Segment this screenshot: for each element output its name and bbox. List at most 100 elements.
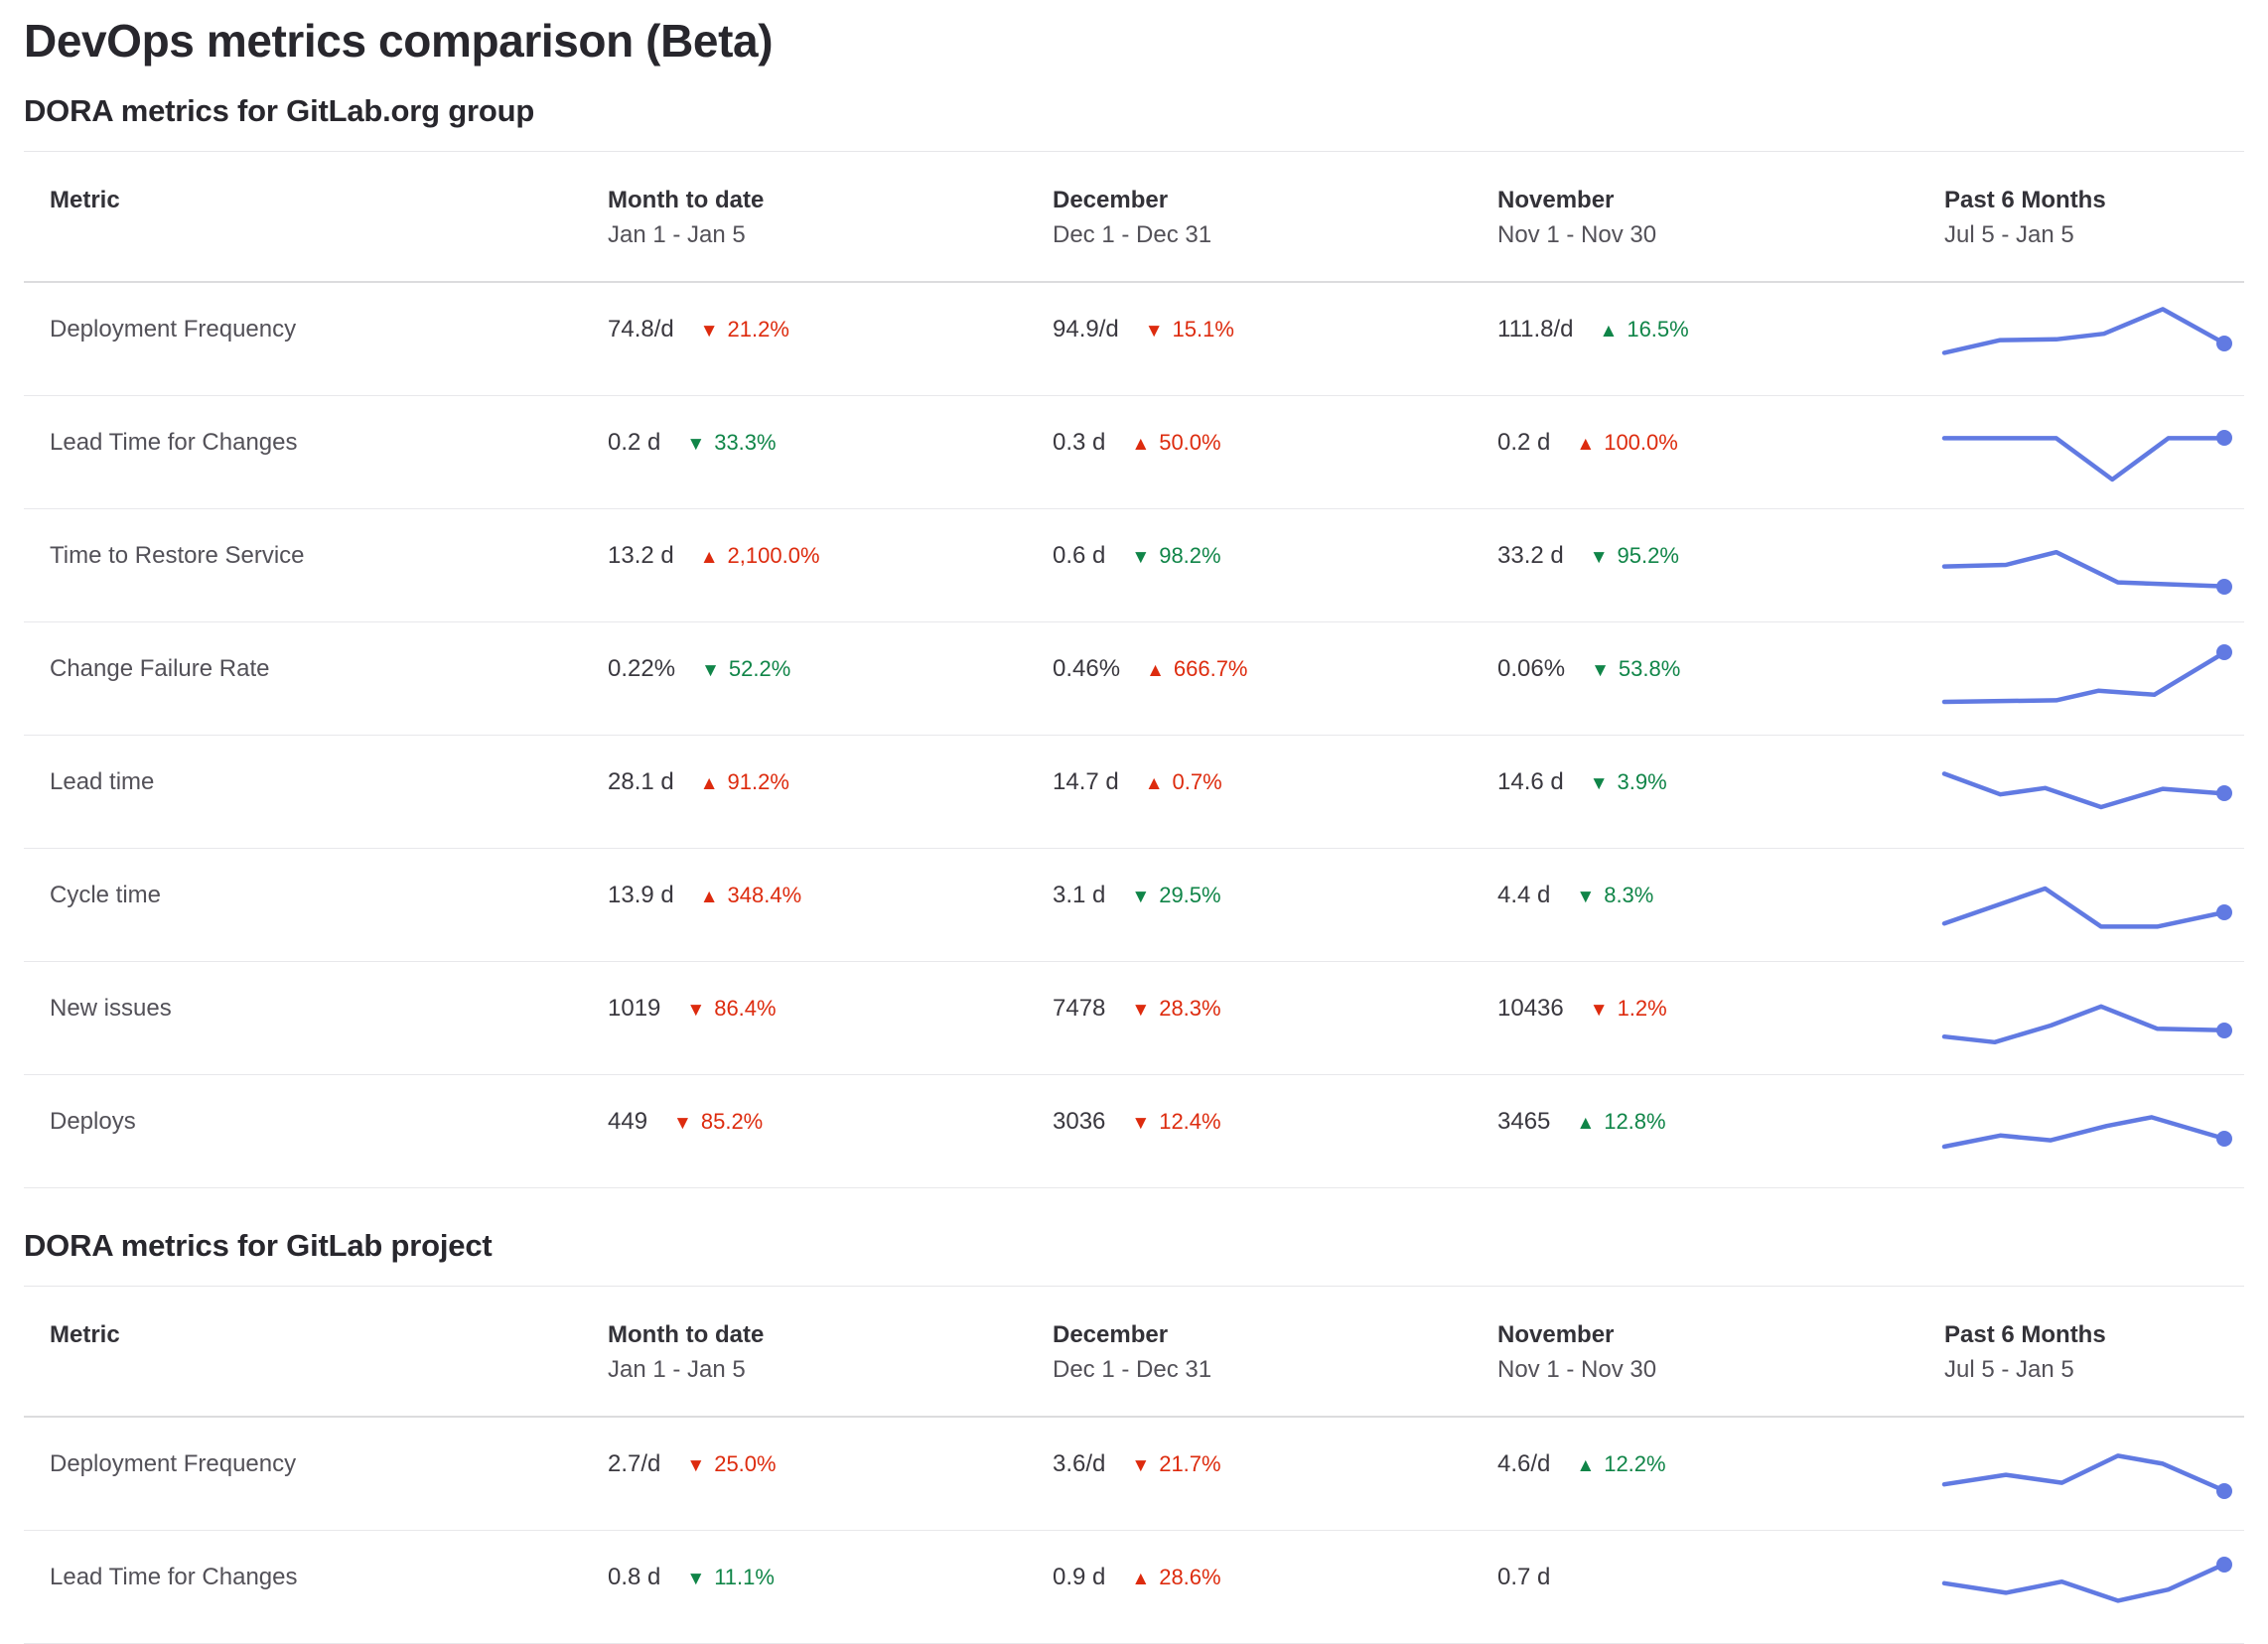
trend-arrow-icon: ▼ (686, 999, 706, 1021)
column-header: December Dec 1 - Dec 31 (1053, 1287, 1497, 1416)
sparkline-endpoint-dot (2216, 1556, 2232, 1573)
change-badge: ▼ 15.1% (1145, 317, 1234, 342)
change-percent: 85.2% (700, 1109, 764, 1134)
metric-value: 13.2 d (608, 542, 674, 569)
sparkline-endpoint-dot (2216, 1022, 2232, 1038)
change-percent: 98.2% (1159, 543, 1221, 568)
metric-value: 28.1 d (608, 768, 674, 795)
trend-arrow-icon: ▲ (1146, 659, 1165, 681)
change-percent: 50.0% (1159, 430, 1221, 455)
metric-value: 0.9 d (1053, 1564, 1106, 1590)
change-badge: ▲ 666.7% (1146, 656, 1247, 682)
trend-arrow-icon: ▲ (1144, 772, 1164, 794)
metric-value: 449 (608, 1108, 648, 1135)
metric-value: 4.6/d (1497, 1450, 1551, 1477)
section-title: DORA metrics for GitLab.org group (24, 93, 535, 128)
sparkline-endpoint-dot (2216, 785, 2232, 802)
change-percent: 0.7% (1172, 769, 1222, 794)
column-header: Month to date Jan 1 - Jan 5 (608, 152, 1053, 281)
change-percent: 3.9% (1617, 769, 1667, 794)
change-percent: 100.0% (1604, 430, 1678, 455)
value-cell: 13.2 d ▲ 2,100.0% (608, 509, 1053, 571)
change-percent: 666.7% (1173, 656, 1248, 681)
sparkline-cell (1944, 622, 2244, 718)
change-badge: ▲ 91.2% (700, 769, 789, 795)
change-percent: 91.2% (727, 769, 789, 794)
trend-arrow-icon: ▲ (699, 546, 719, 568)
sparkline-svg (1944, 1547, 2224, 1626)
value-cell: 33.2 d ▼ 95.2% (1497, 509, 1944, 571)
table-row: Lead time 28.1 d ▲ 91.2% 14.7 d ▲ 0.7% (24, 736, 2244, 849)
column-header-label: December (1053, 187, 1169, 213)
metric-name: Deployment Frequency (50, 1450, 297, 1477)
trend-arrow-icon: ▲ (1131, 1568, 1151, 1589)
column-header-date-range: Nov 1 - Nov 30 (1497, 1356, 1657, 1383)
dora-metrics-section: DORA metrics for GitLab project Metric Mo… (24, 1228, 2244, 1644)
devops-metrics-page: DevOps metrics comparison (Beta) DORA me… (0, 14, 2268, 1644)
change-percent: 86.4% (714, 996, 777, 1021)
metric-value: 2.7/d (608, 1450, 661, 1477)
value-cell: 7478 ▼ 28.3% (1053, 962, 1497, 1024)
metrics-comparison-table: Metric Month to date Jan 1 - Jan 5 December… (24, 151, 2244, 1188)
column-header-label: Past 6 Months (1944, 1321, 2106, 1348)
value-cell: 0.6 d ▼ 98.2% (1053, 509, 1497, 571)
sparkline-cell (1944, 736, 2244, 831)
trend-arrow-icon: ▼ (1131, 546, 1151, 568)
column-header-date-range: Jan 1 - Jan 5 (608, 221, 746, 248)
column-header-label: November (1497, 1321, 1615, 1348)
sparkline-cell (1944, 283, 2244, 378)
metric-value: 10436 (1497, 995, 1564, 1022)
metric-value: 0.22% (608, 655, 676, 682)
sparkline-chart (1944, 1547, 2232, 1626)
value-cell: 0.7 d (1497, 1531, 1944, 1592)
sparkline-cell (1944, 509, 2244, 605)
sparkline-chart (1944, 638, 2232, 718)
metric-cell: Time to Restore Service (50, 509, 608, 571)
change-badge: ▼ 28.3% (1131, 996, 1220, 1022)
table-row: New issues 1019 ▼ 86.4% 7478 ▼ 28.3% (24, 962, 2244, 1075)
column-header: November Nov 1 - Nov 30 (1497, 152, 1944, 281)
metric-name: Lead Time for Changes (50, 1564, 298, 1590)
trend-arrow-icon: ▼ (1131, 1454, 1151, 1476)
value-cell: 10436 ▼ 1.2% (1497, 962, 1944, 1024)
change-percent: 2,100.0% (727, 543, 820, 568)
change-percent: 21.7% (1159, 1451, 1221, 1476)
column-header-label: Metric (50, 1321, 120, 1348)
metric-value: 1019 (608, 995, 661, 1022)
metric-cell: Lead Time for Changes (50, 1531, 608, 1592)
sparkline-svg (1944, 752, 2224, 831)
column-header-label: Past 6 Months (1944, 187, 2106, 213)
sparkline-svg (1944, 525, 2224, 605)
change-percent: 28.6% (1159, 1565, 1221, 1589)
trend-arrow-icon: ▲ (1576, 433, 1596, 455)
table-row: Change Failure Rate 0.22% ▼ 52.2% 0.46% … (24, 622, 2244, 736)
table-row: Lead Time for Changes 0.8 d ▼ 11.1% 0.9 … (24, 1531, 2244, 1644)
sparkline-svg (1944, 299, 2224, 378)
value-cell: 74.8/d ▼ 21.2% (608, 283, 1053, 344)
metrics-comparison-table: Metric Month to date Jan 1 - Jan 5 December… (24, 1286, 2244, 1644)
value-cell: 0.8 d ▼ 11.1% (608, 1531, 1053, 1592)
metric-cell: Deployment Frequency (50, 283, 608, 344)
metric-value: 14.7 d (1053, 768, 1119, 795)
trend-arrow-icon: ▼ (686, 1568, 706, 1589)
column-header-date-range: Nov 1 - Nov 30 (1497, 221, 1657, 248)
table-row: Deploys 449 ▼ 85.2% 3036 ▼ 12.4% 34 (24, 1075, 2244, 1188)
metric-name: Deploys (50, 1108, 136, 1135)
column-header-date-range: Jul 5 - Jan 5 (1944, 1356, 2074, 1383)
metric-value: 0.46% (1053, 655, 1121, 682)
change-badge: ▼ 29.5% (1131, 883, 1220, 908)
metric-name: New issues (50, 995, 172, 1022)
change-badge: ▼ 85.2% (673, 1109, 763, 1135)
trend-arrow-icon: ▲ (1131, 433, 1151, 455)
change-badge: ▼ 53.8% (1591, 656, 1680, 682)
sparkline-chart (1944, 752, 2232, 831)
trend-arrow-icon: ▼ (1589, 772, 1609, 794)
trend-arrow-icon: ▼ (1589, 546, 1609, 568)
change-percent: 11.1% (714, 1565, 775, 1589)
table-header-row: Metric Month to date Jan 1 - Jan 5 December… (24, 152, 2244, 283)
sparkline-cell (1944, 1418, 2244, 1513)
value-cell: 1019 ▼ 86.4% (608, 962, 1053, 1024)
change-badge: ▼ 21.7% (1131, 1451, 1220, 1477)
change-percent: 16.5% (1627, 317, 1689, 342)
column-header: Past 6 Months Jul 5 - Jan 5 (1944, 152, 2244, 281)
